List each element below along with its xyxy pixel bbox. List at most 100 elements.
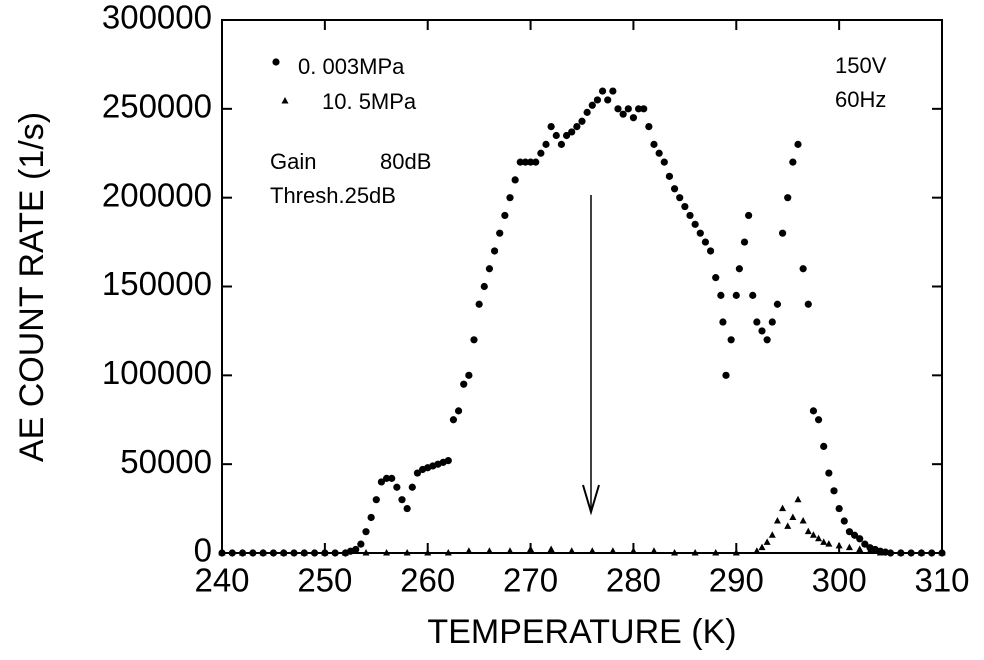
point [784, 522, 792, 529]
point [290, 549, 298, 557]
point [809, 407, 818, 415]
point [660, 158, 668, 166]
point [506, 194, 514, 202]
point [547, 123, 555, 131]
point [753, 318, 761, 326]
point [367, 513, 375, 522]
point [485, 547, 493, 554]
point [475, 300, 483, 308]
point [655, 149, 663, 157]
point [794, 495, 802, 503]
point [557, 140, 566, 148]
point [460, 380, 468, 388]
point [239, 549, 247, 556]
y-tick-label: 50000 [120, 443, 212, 480]
point [377, 478, 386, 486]
point [784, 194, 792, 202]
point [719, 318, 727, 326]
point [779, 504, 787, 512]
point [845, 528, 854, 536]
point [444, 549, 452, 556]
legend-label: 0. 003MPa [298, 54, 405, 79]
point [820, 538, 828, 545]
point [938, 549, 946, 556]
point [701, 238, 710, 246]
point [845, 543, 853, 551]
point [732, 291, 740, 299]
point [735, 265, 743, 273]
point [465, 371, 473, 379]
point [820, 442, 828, 450]
point [681, 202, 689, 211]
point [804, 527, 812, 535]
point [583, 108, 591, 116]
point [588, 101, 596, 109]
point [300, 549, 308, 556]
annotation: 60Hz [835, 87, 886, 112]
point [511, 176, 519, 184]
point [799, 265, 807, 273]
point [814, 416, 823, 424]
point [619, 110, 627, 118]
point [465, 547, 473, 554]
point [676, 194, 684, 202]
point [712, 274, 720, 282]
x-tick-label: 240 [194, 562, 249, 599]
point [526, 158, 535, 166]
point [928, 549, 936, 557]
legend-marker [281, 97, 289, 104]
point [341, 549, 349, 556]
point [269, 549, 278, 557]
point [691, 220, 699, 228]
point [665, 172, 674, 180]
point [403, 504, 411, 513]
point [485, 265, 494, 273]
point [403, 549, 411, 556]
annotation: 150V [835, 53, 887, 78]
y-axis-label: AE COUNT RATE (1/s) [13, 112, 51, 462]
point [398, 496, 406, 504]
point [496, 229, 504, 237]
point [804, 300, 812, 308]
point [691, 549, 699, 556]
point [835, 504, 843, 513]
point [501, 211, 509, 220]
point [763, 538, 771, 545]
point [768, 531, 776, 538]
x-tick-label: 290 [709, 562, 764, 599]
legend-marker [272, 58, 280, 66]
point [393, 483, 401, 491]
point [749, 291, 757, 299]
point [362, 549, 370, 556]
point [722, 371, 730, 379]
point [712, 549, 720, 556]
point [310, 549, 319, 557]
point [362, 528, 370, 536]
point [815, 534, 823, 542]
annotation: Thresh.25dB [270, 183, 396, 208]
point [588, 547, 596, 554]
point [547, 545, 555, 552]
point [917, 549, 925, 556]
x-axis-label: TEMPERATURE (K) [427, 613, 736, 651]
point [521, 158, 530, 166]
point [789, 158, 797, 166]
point [789, 513, 797, 520]
point [768, 318, 776, 326]
x-tick-label: 260 [400, 562, 455, 599]
x-tick-label: 250 [297, 562, 352, 599]
point [218, 549, 226, 556]
point [352, 545, 360, 554]
point [629, 547, 637, 554]
point [861, 540, 869, 548]
point [727, 336, 735, 344]
point [794, 140, 802, 148]
point [383, 549, 391, 556]
point [609, 547, 617, 554]
point [454, 407, 463, 415]
point [624, 105, 632, 113]
point [717, 291, 725, 299]
point [634, 105, 643, 113]
annotation: 80dB [380, 149, 431, 174]
